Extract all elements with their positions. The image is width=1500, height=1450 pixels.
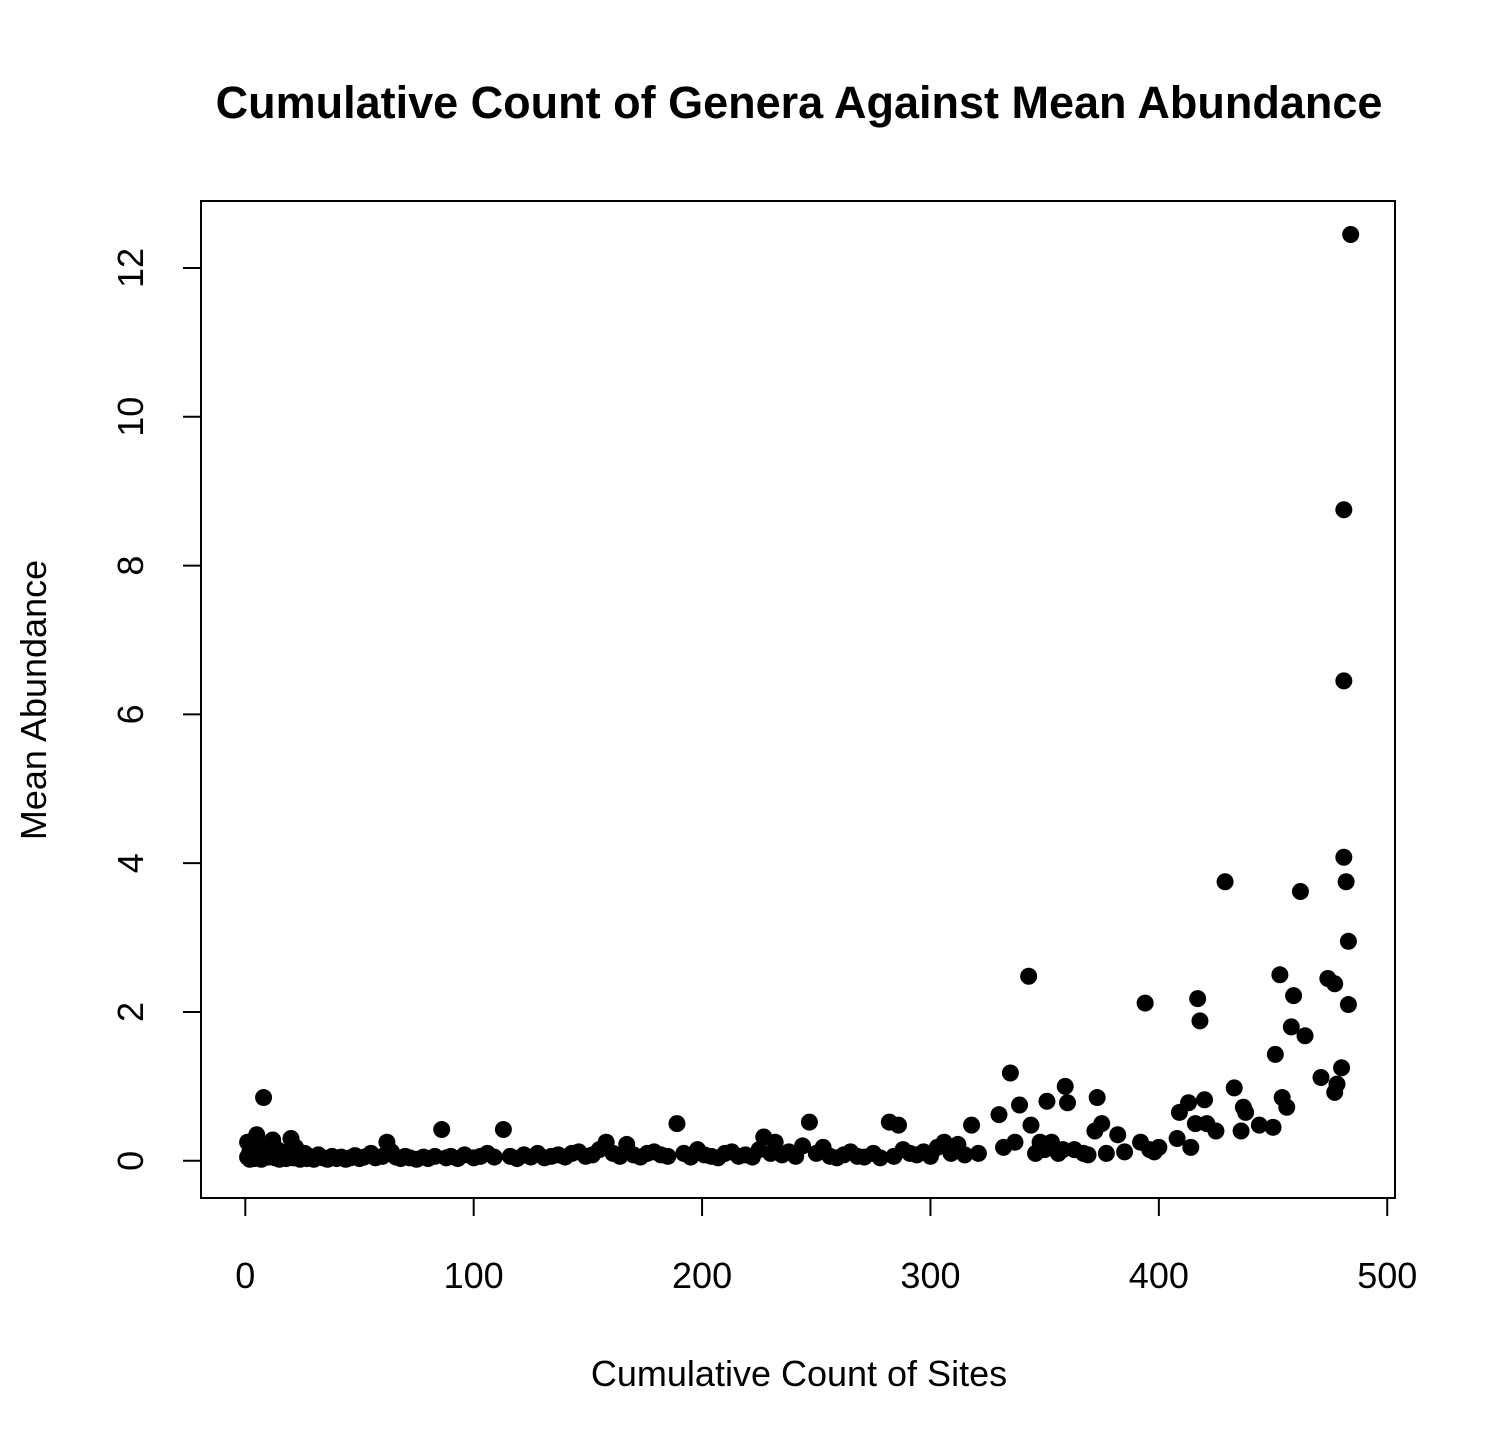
data-point — [1335, 501, 1353, 519]
data-point — [1038, 1092, 1056, 1110]
data-point — [1022, 1116, 1040, 1134]
data-point — [1312, 1068, 1330, 1086]
data-point — [990, 1106, 1008, 1124]
data-point — [255, 1089, 273, 1107]
data-point — [969, 1144, 987, 1162]
data-point — [1339, 932, 1357, 950]
data-point — [1342, 225, 1360, 243]
data-point — [1097, 1144, 1115, 1162]
x-tick-label: 500 — [1357, 1255, 1417, 1296]
y-tick-label: 4 — [110, 853, 151, 873]
data-point — [963, 1116, 981, 1134]
data-point — [1196, 1091, 1214, 1109]
data-point — [1207, 1122, 1225, 1140]
data-point — [248, 1126, 266, 1144]
data-point — [1225, 1079, 1243, 1097]
data-point — [1250, 1116, 1268, 1134]
x-tick-label: 400 — [1129, 1255, 1189, 1296]
data-point — [485, 1148, 503, 1166]
data-point — [1337, 873, 1355, 891]
data-point — [1339, 996, 1357, 1014]
y-tick-label: 2 — [110, 1002, 151, 1022]
data-point — [433, 1121, 451, 1139]
data-point — [1001, 1064, 1019, 1082]
x-tick-label: 200 — [672, 1255, 732, 1296]
data-point — [1296, 1027, 1314, 1045]
data-point — [1328, 1075, 1346, 1093]
data-point — [871, 1149, 889, 1167]
data-point — [1180, 1094, 1198, 1112]
data-point — [1093, 1115, 1111, 1133]
data-point — [1278, 1098, 1296, 1116]
data-point — [956, 1146, 974, 1164]
x-tick-label: 300 — [900, 1255, 960, 1296]
data-point — [1232, 1122, 1250, 1140]
x-tick-label: 100 — [444, 1255, 504, 1296]
y-tick-label: 10 — [110, 397, 151, 437]
data-point — [1237, 1103, 1255, 1121]
data-point — [1182, 1138, 1200, 1156]
data-point — [1282, 1018, 1300, 1036]
data-point — [766, 1133, 784, 1151]
data-point — [1168, 1129, 1186, 1147]
x-axis: 0 100 200 300 400 500 — [235, 1197, 1417, 1296]
y-tick-label: 12 — [110, 248, 151, 288]
y-tick-label: 0 — [110, 1151, 151, 1171]
x-axis-label: Cumulative Count of Sites — [591, 1353, 1007, 1394]
data-point — [1088, 1089, 1106, 1107]
data-point — [800, 1113, 818, 1131]
data-point — [1109, 1126, 1127, 1144]
data-point — [1006, 1133, 1024, 1151]
chart-title: Cumulative Count of Genera Against Mean … — [216, 77, 1383, 128]
data-point — [1020, 967, 1038, 985]
data-point — [1136, 994, 1154, 1012]
data-point — [794, 1137, 812, 1155]
data-point — [1011, 1096, 1029, 1114]
data-point — [494, 1121, 512, 1139]
data-point — [1285, 987, 1303, 1005]
data-point — [1271, 966, 1289, 984]
data-point — [1335, 672, 1353, 690]
data-point — [1079, 1146, 1097, 1164]
data-point — [1335, 848, 1353, 866]
data-point — [1056, 1077, 1074, 1095]
y-axis: 0 2 4 6 8 10 12 — [110, 248, 202, 1171]
y-tick-label: 6 — [110, 704, 151, 724]
data-point — [1216, 873, 1234, 891]
y-tick-label: 8 — [110, 556, 151, 576]
data-point — [1191, 1012, 1209, 1030]
x-tick-label: 0 — [235, 1255, 255, 1296]
plot-frame — [200, 200, 1396, 1199]
data-point — [889, 1116, 907, 1134]
data-point — [1333, 1059, 1351, 1077]
data-point — [1264, 1118, 1282, 1136]
data-point — [1266, 1045, 1284, 1063]
data-point — [1058, 1094, 1076, 1112]
data-point — [1189, 990, 1207, 1008]
data-points — [239, 225, 1360, 1168]
data-point — [1150, 1138, 1168, 1156]
data-point — [1116, 1143, 1134, 1161]
data-point — [1326, 975, 1344, 993]
data-point — [1291, 882, 1309, 900]
data-point — [659, 1147, 677, 1165]
y-axis-label: Mean Abundance — [13, 560, 54, 840]
data-point — [668, 1115, 686, 1133]
